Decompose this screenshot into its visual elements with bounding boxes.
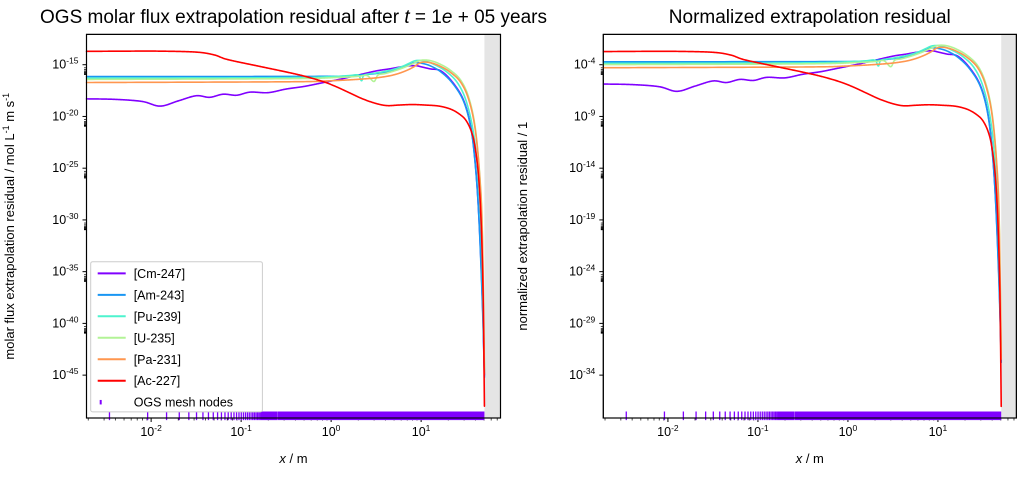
svg-text:x / m: x / m <box>795 451 824 466</box>
svg-text:[Pa-231]: [Pa-231] <box>134 353 181 367</box>
svg-text:x / m: x / m <box>278 451 307 466</box>
svg-text:Normalized extrapolation resid: Normalized extrapolation residual <box>669 7 951 28</box>
svg-text:OGS molar flux extrapolation r: OGS molar flux extrapolation residual af… <box>40 7 547 28</box>
svg-text:[Pu-239]: [Pu-239] <box>134 310 181 324</box>
svg-text:[Cm-247]: [Cm-247] <box>134 267 185 281</box>
svg-text:OGS mesh nodes: OGS mesh nodes <box>134 396 233 410</box>
svg-text:[Am-243]: [Am-243] <box>134 288 185 302</box>
svg-text:[Ac-227]: [Ac-227] <box>134 374 181 388</box>
svg-text:normalized extrapolation resid: normalized extrapolation residual / 1 <box>515 122 530 331</box>
svg-text:[U-235]: [U-235] <box>134 331 175 345</box>
